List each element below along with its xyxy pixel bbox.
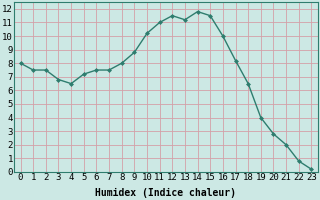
X-axis label: Humidex (Indice chaleur): Humidex (Indice chaleur) (95, 188, 236, 198)
